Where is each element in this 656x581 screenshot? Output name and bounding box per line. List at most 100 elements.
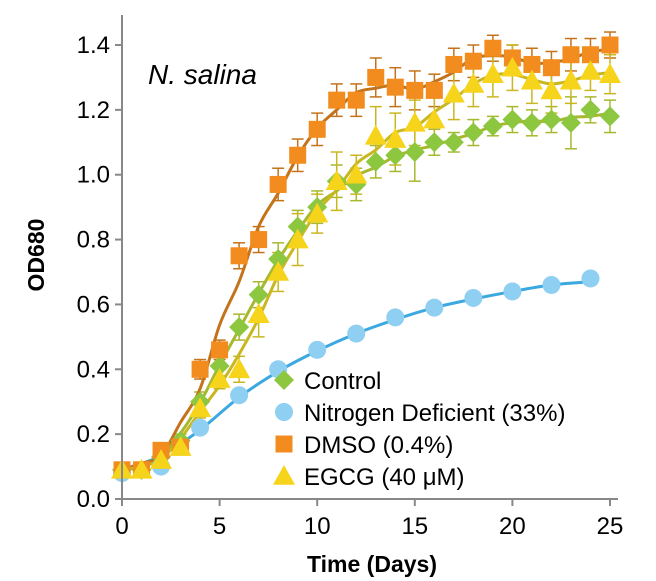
legend-marker-dmso-0-4 <box>275 435 293 453</box>
legend: Control Nitrogen Deficient (33%) DMSO (0.4… <box>273 368 565 491</box>
point-egcg-40-m <box>267 261 290 281</box>
point-dmso-0-4 <box>542 59 560 77</box>
point-dmso-0-4 <box>464 52 482 70</box>
point-dmso-0-4 <box>445 55 463 73</box>
y-tick-label: 0.0 <box>77 486 110 513</box>
point-dmso-0-4 <box>581 46 599 64</box>
point-control <box>502 109 523 130</box>
point-egcg-40-m <box>189 397 212 417</box>
legend-label-nitrogen-deficient-33: Nitrogen Deficient (33%) <box>304 400 565 427</box>
point-control <box>404 142 425 163</box>
point-dmso-0-4 <box>367 68 385 86</box>
point-egcg-40-m <box>442 82 465 103</box>
point-nitrogen-deficient-33 <box>425 298 444 317</box>
x-tick-label: 15 <box>401 513 428 540</box>
point-nitrogen-deficient-33 <box>464 288 483 307</box>
x-tick-label: 5 <box>213 513 226 540</box>
point-nitrogen-deficient-33 <box>386 308 405 327</box>
point-control <box>287 216 308 237</box>
legend-item-nitrogen-deficient-33: Nitrogen Deficient (33%) <box>275 400 565 427</box>
point-egcg-40-m <box>462 72 485 93</box>
point-control <box>521 112 542 133</box>
x-tick-label: 25 <box>597 513 624 540</box>
point-control <box>424 132 445 153</box>
legend-label-dmso-0-4: DMSO (0.4%) <box>304 432 453 459</box>
point-dmso-0-4 <box>230 247 248 265</box>
point-control <box>600 106 620 127</box>
point-egcg-40-m <box>579 59 602 80</box>
point-nitrogen-deficient-33 <box>191 418 210 437</box>
y-tick-label: 0.8 <box>77 227 110 254</box>
point-control <box>463 122 484 143</box>
point-nitrogen-deficient-33 <box>308 340 327 359</box>
point-control <box>560 112 581 133</box>
point-control <box>580 99 601 120</box>
x-tick-label: 0 <box>115 513 128 540</box>
x-tick-label: 10 <box>304 513 331 540</box>
legend-item-dmso-0-4: DMSO (0.4%) <box>275 432 453 459</box>
y-tick-label: 0.6 <box>77 291 110 318</box>
point-dmso-0-4 <box>269 175 287 193</box>
point-dmso-0-4 <box>211 341 229 359</box>
point-nitrogen-deficient-33 <box>230 386 249 405</box>
point-egcg-40-m <box>520 69 543 90</box>
legend-marker-nitrogen-deficient-33 <box>275 403 293 421</box>
species-annotation: N. salina <box>148 59 257 90</box>
legend-item-control: Control <box>274 368 381 395</box>
point-egcg-40-m <box>150 449 173 469</box>
point-egcg-40-m <box>130 458 153 479</box>
y-axis-title: OD680 <box>23 219 49 292</box>
point-nitrogen-deficient-33 <box>503 282 522 301</box>
y-tick-label: 1.4 <box>77 32 110 59</box>
data-points <box>111 36 621 483</box>
point-egcg-40-m <box>501 56 524 77</box>
point-egcg-40-m <box>306 202 329 223</box>
y-tick-label: 0.4 <box>77 356 110 383</box>
point-nitrogen-deficient-33 <box>347 324 366 343</box>
point-egcg-40-m <box>286 228 309 249</box>
y-tick-label: 1.2 <box>77 97 110 124</box>
point-egcg-40-m <box>559 69 582 90</box>
point-control <box>268 249 289 270</box>
point-control <box>385 145 406 166</box>
point-nitrogen-deficient-33 <box>581 269 600 288</box>
axes: 0.0 0.2 0.4 0.6 0.8 1.0 1.2 1.4 0 5 10 15 20 25 <box>77 15 624 540</box>
point-egcg-40-m <box>540 79 563 100</box>
point-control <box>482 116 503 137</box>
legend-item-egcg-40-m: EGCG (40 μM) <box>273 464 465 491</box>
point-dmso-0-4 <box>484 39 502 57</box>
point-egcg-40-m <box>345 163 368 184</box>
legend-marker-control <box>274 370 294 390</box>
point-egcg-40-m <box>384 128 407 148</box>
point-dmso-0-4 <box>308 120 326 138</box>
legend-label-control: Control <box>304 368 381 395</box>
point-nitrogen-deficient-33 <box>542 275 561 294</box>
point-dmso-0-4 <box>601 36 619 54</box>
point-egcg-40-m <box>364 124 387 145</box>
point-egcg-40-m <box>228 358 251 379</box>
point-dmso-0-4 <box>406 81 424 99</box>
point-egcg-40-m <box>403 111 426 132</box>
x-tick-label: 20 <box>499 513 526 540</box>
point-dmso-0-4 <box>347 91 365 109</box>
point-control <box>248 284 269 305</box>
point-dmso-0-4 <box>328 91 346 109</box>
point-dmso-0-4 <box>425 81 443 99</box>
point-control <box>541 109 562 130</box>
legend-label-egcg-40-m: EGCG (40 μM) <box>304 464 465 491</box>
point-control <box>365 151 386 172</box>
point-egcg-40-m <box>325 170 348 190</box>
point-dmso-0-4 <box>386 78 404 96</box>
legend-marker-egcg-40-m <box>273 465 295 485</box>
point-egcg-40-m <box>423 108 446 129</box>
y-tick-label: 1.0 <box>77 162 110 189</box>
point-egcg-40-m <box>208 368 231 388</box>
point-control <box>443 132 464 153</box>
point-dmso-0-4 <box>562 46 580 64</box>
point-egcg-40-m <box>599 63 621 83</box>
y-tick-label: 0.2 <box>77 421 110 448</box>
point-dmso-0-4 <box>523 55 541 73</box>
point-dmso-0-4 <box>250 231 268 249</box>
point-egcg-40-m <box>481 63 504 83</box>
